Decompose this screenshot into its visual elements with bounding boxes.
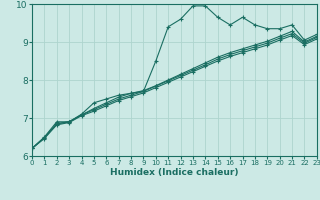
X-axis label: Humidex (Indice chaleur): Humidex (Indice chaleur) bbox=[110, 168, 239, 177]
